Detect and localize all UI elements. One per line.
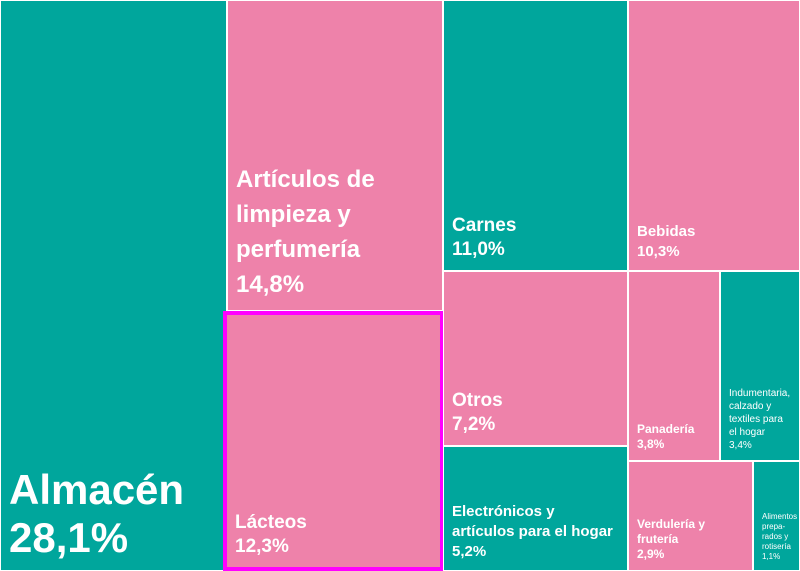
treemap-tile-indumentaria-calzado-y-textiles-para-el-hogar: Indumentaria, calzado y textiles para el…	[720, 271, 800, 461]
tile-value-label: 3,4%	[729, 440, 752, 451]
treemap-tile-bebidas: Bebidas 10,3%	[628, 0, 800, 271]
tile-label: Almacén 28,1%	[1, 466, 226, 570]
tile-category-label: Bebidas	[637, 223, 696, 240]
tile-label: Bebidas 10,3%	[629, 222, 799, 270]
tile-label: Indumentaria, calzado y textiles para el…	[721, 387, 799, 460]
tile-label: Artículos de limpieza y perfumería 14,8%	[228, 162, 442, 310]
tile-label: Alimentos prepa-rados y rotisería 1,1%	[754, 512, 799, 570]
tile-value-label: 10,3%	[637, 243, 680, 260]
tile-value-label: 1,1%	[762, 552, 781, 561]
tile-label: Lácteos 12,3%	[227, 511, 440, 567]
tile-value-label: 14,8%	[236, 271, 305, 298]
tile-value-label: 12,3%	[235, 536, 289, 557]
tile-category-label: Otros	[452, 390, 503, 411]
tile-value-label: 7,2%	[452, 414, 496, 435]
treemap-tile-otros: Otros 7,2%	[443, 271, 628, 446]
treemap-tile-alimentos-prepa-rados-y-rotiseria: Alimentos prepa-rados y rotisería 1,1%	[753, 461, 800, 571]
tile-value-label: 11,0%	[452, 239, 505, 260]
tile-value-label: 5,2%	[452, 543, 487, 560]
tile-value-label: 28,1%	[9, 514, 129, 561]
treemap-tile-verduleria-y-fruteria: Verdulería y frutería 2,9%	[628, 461, 753, 571]
treemap-tile-electronicos-y-articulos-para-el-hogar: Electrónicos y artículos para el hogar 5,…	[443, 446, 628, 571]
tile-category-label: Verdulería y frutería	[637, 517, 706, 546]
treemap-tile-articulos-de-limpieza-y-perfumeria: Artículos de limpieza y perfumería 14,8%	[227, 0, 443, 311]
tile-category-label: Panadería	[637, 422, 695, 436]
tile-category-label: Indumentaria, calzado y textiles para el…	[729, 388, 791, 438]
treemap-tile-lacteos: Lácteos 12,3%	[223, 311, 444, 571]
tile-category-label: Alimentos prepa-rados y rotisería	[762, 512, 798, 551]
tile-label: Panadería 3,8%	[629, 422, 719, 460]
tile-category-label: Electrónicos y artículos para el hogar	[452, 503, 613, 540]
treemap-tile-carnes: Carnes 11,0%	[443, 0, 628, 271]
tile-category-label: Carnes	[452, 215, 517, 236]
tile-label: Electrónicos y artículos para el hogar 5,…	[444, 502, 627, 570]
tile-label: Verdulería y frutería 2,9%	[629, 517, 752, 570]
tile-category-label: Lácteos	[235, 512, 307, 533]
tile-category-label: Artículos de limpieza y perfumería	[236, 166, 375, 263]
tile-value-label: 2,9%	[637, 547, 665, 561]
tile-category-label: Almacén	[9, 466, 185, 513]
tile-label: Carnes 11,0%	[444, 214, 627, 270]
treemap-tile-panaderia: Panadería 3,8%	[628, 271, 720, 461]
tile-label: Otros 7,2%	[444, 389, 627, 445]
treemap-tile-almacen: Almacén 28,1%	[0, 0, 227, 571]
tile-value-label: 3,8%	[637, 437, 665, 451]
